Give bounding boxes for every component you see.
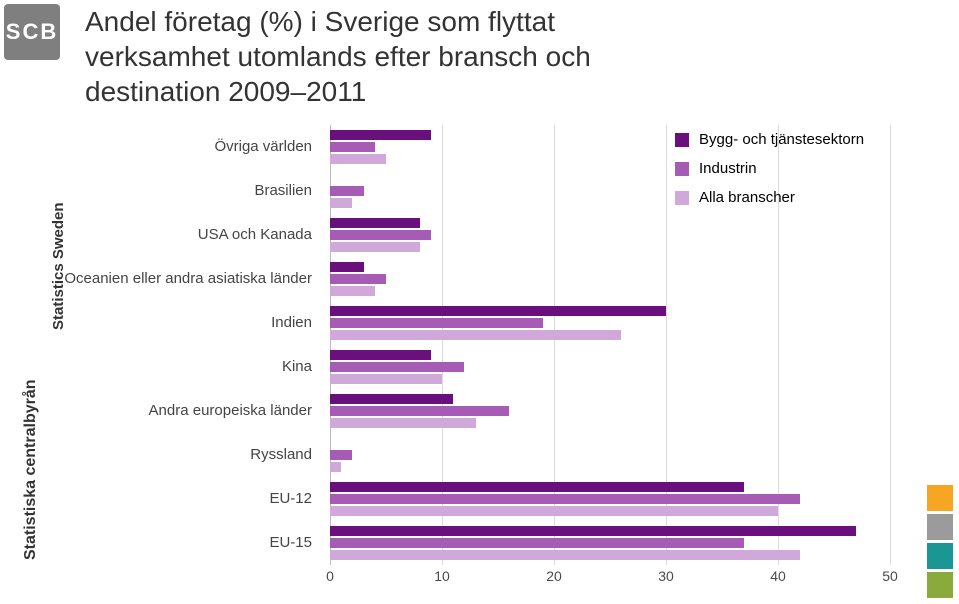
x-tick-label: 0	[326, 568, 334, 584]
bar-chart: 01020304050Övriga världenBrasilienUSA oc…	[85, 125, 905, 595]
bar	[330, 242, 420, 252]
category-row: Indien	[330, 304, 890, 342]
x-tick-label: 20	[546, 568, 562, 584]
category-label: EU-12	[52, 490, 312, 507]
category-row: Andra europeiska länder	[330, 392, 890, 430]
bar	[330, 262, 364, 272]
brand-square	[927, 572, 953, 598]
category-label: Brasilien	[52, 182, 312, 199]
legend-item: Alla branscher	[675, 189, 864, 206]
chart-title: Andel företag (%) i Sverige som flyttat …	[85, 0, 905, 117]
legend-label: Industrin	[699, 160, 757, 177]
legend-item: Bygg- och tjänstesektorn	[675, 131, 864, 148]
x-tick-label: 50	[882, 568, 898, 584]
bar	[330, 130, 431, 140]
brand-square	[927, 485, 953, 511]
legend-swatch	[675, 162, 689, 176]
bar	[330, 274, 386, 284]
category-row: USA och Kanada	[330, 216, 890, 254]
bar	[330, 318, 543, 328]
bar	[330, 406, 509, 416]
decorative-brand-squares	[927, 485, 953, 598]
bar	[330, 538, 744, 548]
category-label: Övriga världen	[52, 138, 312, 155]
bar	[330, 286, 375, 296]
bar	[330, 526, 856, 536]
bar	[330, 418, 476, 428]
bar	[330, 198, 352, 208]
org-name-en: Statistics Sweden	[50, 202, 67, 330]
brand-square	[927, 514, 953, 540]
bar	[330, 306, 666, 316]
bar	[330, 186, 364, 196]
content-area: Andel företag (%) i Sverige som flyttat …	[85, 0, 905, 604]
brand-square	[927, 543, 953, 569]
bar	[330, 218, 420, 228]
bar	[330, 362, 464, 372]
bar	[330, 462, 341, 472]
grid-line	[890, 125, 891, 565]
bar	[330, 494, 800, 504]
x-tick-label: 40	[770, 568, 786, 584]
x-tick-label: 30	[658, 568, 674, 584]
category-label: Andra europeiska länder	[52, 402, 312, 419]
x-tick-label: 10	[434, 568, 450, 584]
legend-item: Industrin	[675, 160, 864, 177]
org-name-sv: Statistiska centralbyrån	[22, 379, 40, 560]
category-row: Ryssland	[330, 436, 890, 474]
category-label: USA och Kanada	[52, 226, 312, 243]
bar	[330, 154, 386, 164]
bar	[330, 350, 431, 360]
bar	[330, 550, 800, 560]
category-label: Kina	[52, 358, 312, 375]
title-line-1: Andel företag (%) i Sverige som flyttat	[85, 6, 555, 37]
bar	[330, 330, 621, 340]
legend-label: Bygg- och tjänstesektorn	[699, 131, 864, 148]
bar	[330, 506, 778, 516]
category-row: EU-12	[330, 480, 890, 518]
scb-logo: SCB	[4, 4, 60, 60]
category-label: EU-15	[52, 534, 312, 551]
category-label: Oceanien eller andra asiatiska länder	[52, 270, 312, 287]
legend-swatch	[675, 133, 689, 147]
bar	[330, 142, 375, 152]
bar	[330, 374, 442, 384]
category-label: Ryssland	[52, 446, 312, 463]
category-row: EU-15	[330, 524, 890, 562]
category-row: Kina	[330, 348, 890, 386]
bar	[330, 394, 453, 404]
legend-swatch	[675, 191, 689, 205]
bar	[330, 482, 744, 492]
title-line-3: destination 2009–2011	[85, 76, 366, 107]
category-row: Oceanien eller andra asiatiska länder	[330, 260, 890, 298]
category-label: Indien	[52, 314, 312, 331]
left-brand-strip: SCB Statistiska centralbyrån Statistics …	[0, 0, 70, 604]
bar	[330, 450, 352, 460]
legend: Bygg- och tjänstesektorn Industrin Alla br…	[675, 131, 864, 218]
legend-label: Alla branscher	[699, 189, 795, 206]
title-line-2: verksamhet utomlands efter bransch och	[85, 41, 591, 72]
bar	[330, 230, 431, 240]
